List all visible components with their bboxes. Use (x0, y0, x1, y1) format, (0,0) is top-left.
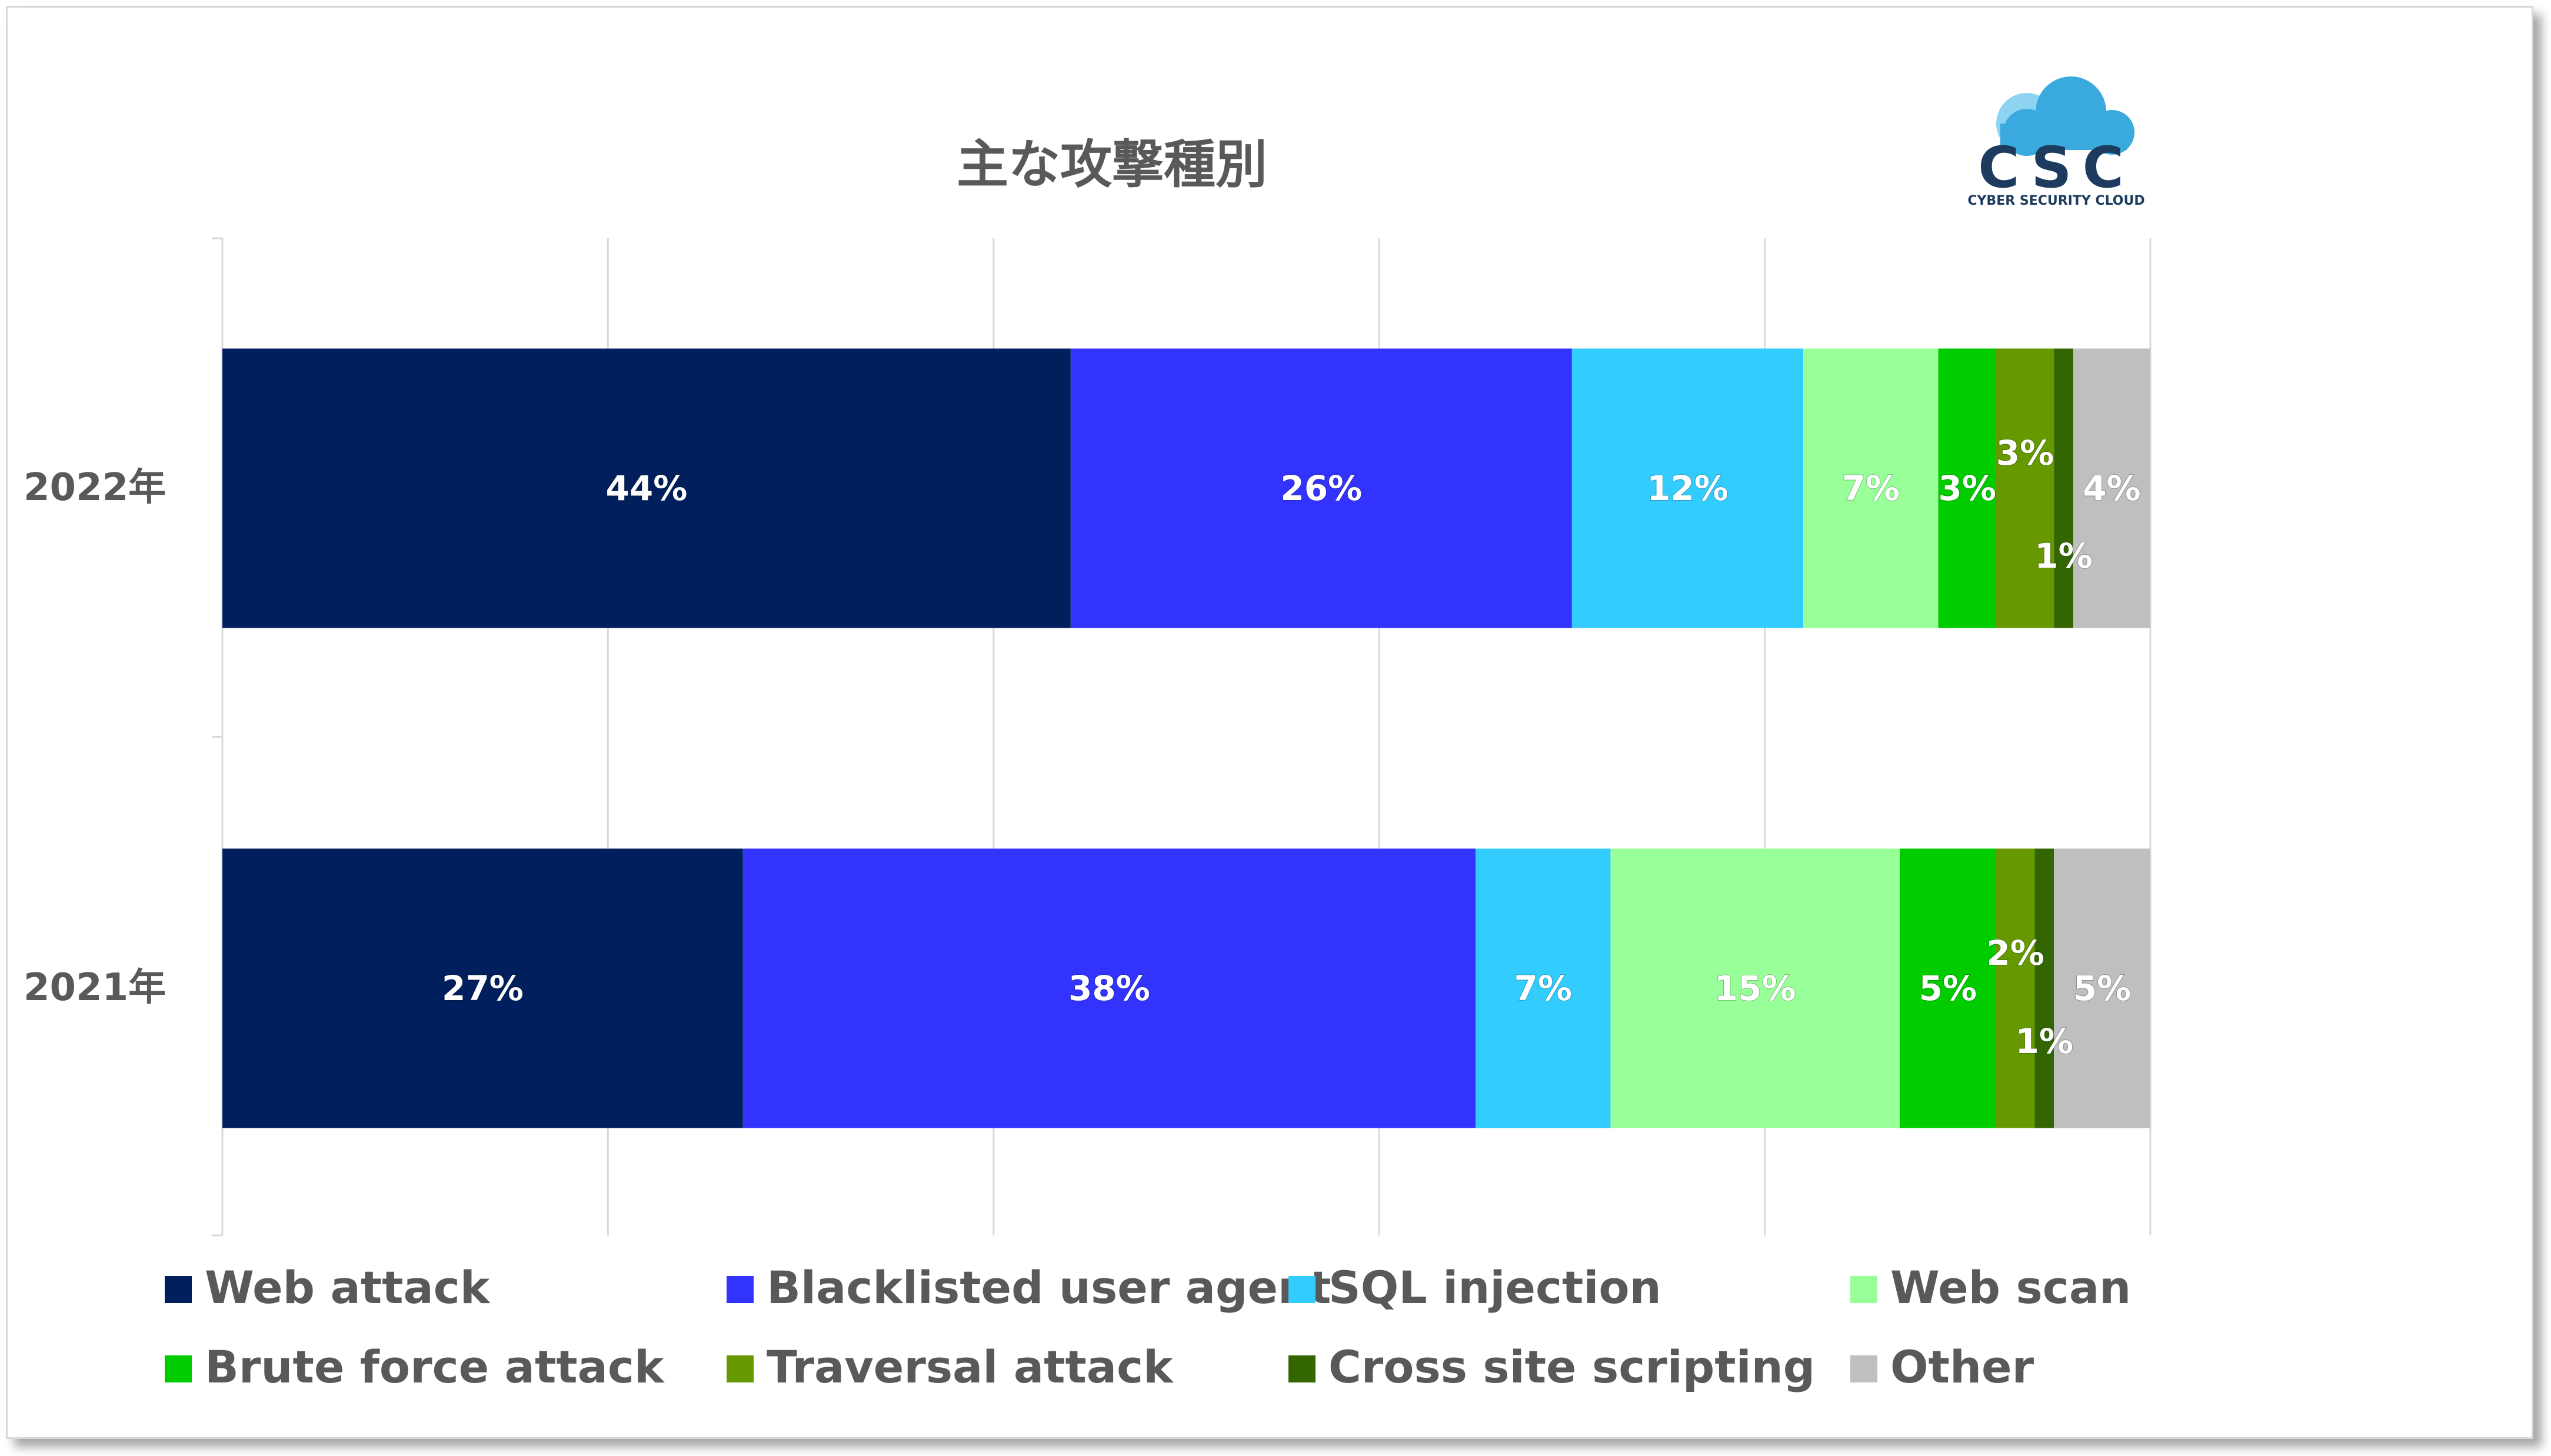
bar-segment (222, 848, 743, 1128)
data-label: 7% (1842, 468, 1900, 508)
data-label: 1% (2034, 536, 2092, 576)
data-label: 27% (442, 968, 524, 1008)
bar-segment (222, 348, 1071, 628)
data-label: 2% (1986, 933, 2044, 973)
legend-swatch (1850, 1276, 1877, 1303)
data-label: 3% (1996, 433, 2054, 473)
bar-segment (1571, 348, 1804, 628)
bar-segment (1803, 348, 1939, 628)
data-label: 3% (1938, 468, 1996, 508)
cloud-icon (1996, 76, 2134, 156)
logo-abbr: CSC (1978, 135, 2134, 201)
legend-label: Web attack (205, 1261, 491, 1314)
bar-segment (1996, 348, 2054, 628)
legend-swatch (727, 1276, 754, 1303)
legend-swatch (165, 1276, 192, 1303)
legend-label: Other (1890, 1341, 2034, 1393)
data-label: 44% (606, 468, 688, 508)
legend-label: Brute force attack (205, 1341, 665, 1393)
legend-swatch (1850, 1355, 1877, 1382)
data-label: 5% (2073, 968, 2131, 1008)
legend-label: Web scan (1890, 1261, 2131, 1314)
chart-title: 主な攻撃種別 (957, 134, 1267, 195)
legend-label: Blacklisted user agent (767, 1261, 1331, 1314)
bar-segment (2073, 348, 2150, 628)
legend-swatch (1288, 1276, 1316, 1303)
bar-segment (1938, 348, 1996, 628)
data-label: 1% (2016, 1021, 2073, 1061)
bar-segment (1996, 848, 2035, 1128)
bar-segment (2034, 848, 2054, 1128)
legend-label: Cross site scripting (1328, 1341, 1815, 1393)
data-label: 7% (1514, 968, 1572, 1008)
bar-segment (1070, 348, 1572, 628)
bar-segment (2054, 348, 2073, 628)
legend-label: Traversal attack (767, 1341, 1174, 1393)
legend-swatch (727, 1355, 754, 1382)
data-label: 12% (1647, 468, 1729, 508)
data-label: 38% (1068, 968, 1150, 1008)
legend-swatch (165, 1355, 192, 1382)
bars (222, 348, 2150, 1128)
legend-swatch (1288, 1355, 1316, 1382)
data-label: 4% (2083, 468, 2140, 508)
bar-segment (1610, 848, 1900, 1128)
data-labels: 44% 26% 12% 7% 3%3%1%4%27% 38% 7% 15% 5%2%1%5% (441, 432, 2142, 1062)
data-label: 5% (1919, 968, 1977, 1008)
bar-segment (1899, 848, 1996, 1128)
category-labels: 2022年 2021年 (24, 466, 166, 1009)
data-label: 26% (1280, 468, 1362, 508)
legend-label: SQL injection (1328, 1261, 1661, 1314)
data-label: 15% (1714, 968, 1796, 1008)
csc-logo: CSC CYBER SECURITY CLOUD (1967, 76, 2145, 208)
bar-segment (742, 848, 1476, 1128)
bar-segment (1476, 848, 1611, 1128)
chart-frame (6, 6, 2533, 1439)
category-label: 2022年 (24, 466, 166, 509)
category-label: 2021年 (24, 966, 166, 1009)
logo-name: CYBER SECURITY CLOUD (1967, 194, 2144, 208)
bar-segment (2054, 848, 2150, 1128)
